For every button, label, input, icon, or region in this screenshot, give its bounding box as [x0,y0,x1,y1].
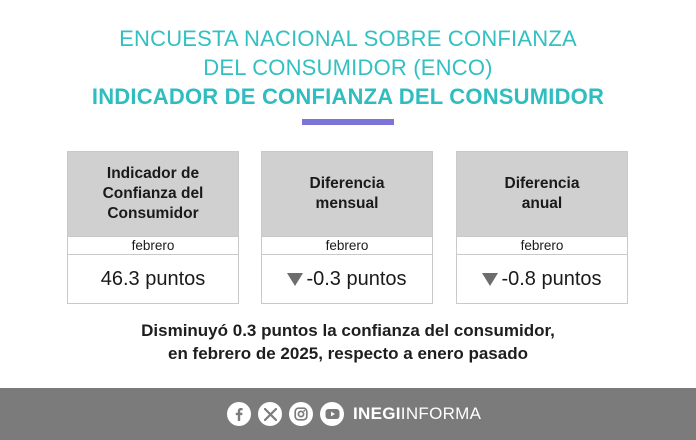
down-arrow-icon [287,273,304,286]
summary-line-1: Disminuyó 0.3 puntos la confianza del co… [141,321,555,340]
summary-text: Disminuyó 0.3 puntos la confianza del co… [0,319,696,365]
card-value-box: 46.3 puntos [68,255,238,304]
x-icon[interactable] [258,402,282,426]
card-value-box: -0.3 puntos [262,255,432,304]
card-value-box: -0.8 puntos [457,255,627,304]
footer-bar: INEGIINFORMA [0,388,696,440]
card-indicator: Indicador de Confianza del Consumidor fe… [67,151,239,304]
card-period: febrero [457,236,627,255]
card-annual-difference: Diferencia anual febrero -0.8 puntos [456,151,628,304]
card-value: -0.8 puntos [501,268,602,290]
brand-bold: INEGI [353,404,401,423]
card-title: Indicador de Confianza del Consumidor [68,152,238,236]
title-block: ENCUESTA NACIONAL SOBRE CONFIANZA DEL CO… [0,24,696,111]
brand-light: INFORMA [400,404,482,423]
card-value: -0.3 puntos [306,268,407,290]
brand-logo: INEGIINFORMA [353,402,481,426]
summary-line-2: en febrero de 2025, respecto a enero pas… [168,344,528,363]
card-period: febrero [68,236,238,255]
down-arrow-icon [482,273,499,286]
facebook-icon[interactable] [227,402,251,426]
card-monthly-difference: Diferencia mensual febrero -0.3 puntos [261,151,433,304]
instagram-icon[interactable] [289,402,313,426]
accent-divider [302,119,394,125]
subtitle: INDICADOR DE CONFIANZA DEL CONSUMIDOR [91,84,605,109]
card-title: Diferencia anual [457,152,627,236]
card-value: 46.3 puntos [100,268,206,290]
social-links: INEGIINFORMA [227,402,481,426]
title-line-1: ENCUESTA NACIONAL SOBRE CONFIANZA [119,26,577,51]
card-title: Diferencia mensual [262,152,432,236]
title-line-2: DEL CONSUMIDOR (ENCO) [203,55,493,80]
card-period: febrero [262,236,432,255]
youtube-icon[interactable] [320,402,344,426]
